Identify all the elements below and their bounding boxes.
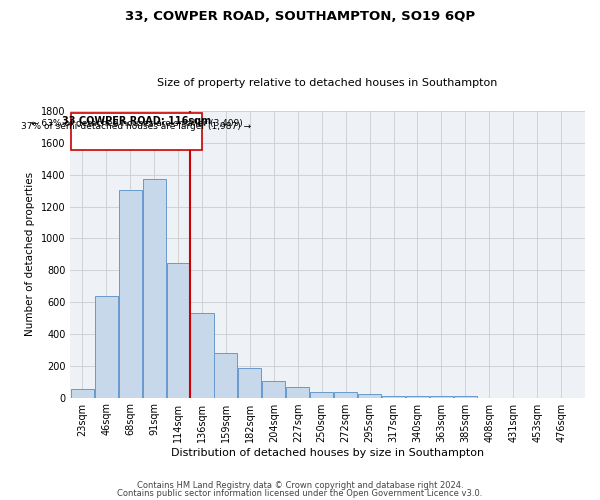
Text: 33, COWPER ROAD, SOUTHAMPTON, SO19 6QP: 33, COWPER ROAD, SOUTHAMPTON, SO19 6QP: [125, 10, 475, 23]
Bar: [310, 392, 333, 398]
Bar: [95, 296, 118, 398]
Bar: [71, 112, 202, 150]
Bar: [262, 381, 286, 398]
Bar: [358, 394, 381, 398]
Bar: [406, 396, 429, 398]
Bar: [454, 396, 477, 398]
Bar: [430, 396, 453, 398]
Text: Contains HM Land Registry data © Crown copyright and database right 2024.: Contains HM Land Registry data © Crown c…: [137, 481, 463, 490]
Title: Size of property relative to detached houses in Southampton: Size of property relative to detached ho…: [157, 78, 498, 88]
Bar: [214, 354, 238, 398]
Text: 37% of semi-detached houses are larger (1,987) →: 37% of semi-detached houses are larger (…: [22, 122, 251, 132]
Bar: [119, 190, 142, 398]
Bar: [286, 387, 310, 398]
X-axis label: Distribution of detached houses by size in Southampton: Distribution of detached houses by size …: [171, 448, 484, 458]
Bar: [71, 389, 94, 398]
Text: ← 63% of detached houses are smaller (3,409): ← 63% of detached houses are smaller (3,…: [31, 120, 242, 128]
Bar: [238, 368, 262, 398]
Bar: [190, 313, 214, 398]
Text: Contains public sector information licensed under the Open Government Licence v3: Contains public sector information licen…: [118, 488, 482, 498]
Text: 33 COWPER ROAD: 116sqm: 33 COWPER ROAD: 116sqm: [62, 116, 211, 126]
Bar: [167, 263, 190, 398]
Y-axis label: Number of detached properties: Number of detached properties: [25, 172, 35, 336]
Bar: [334, 392, 357, 398]
Bar: [382, 396, 405, 398]
Bar: [143, 180, 166, 398]
